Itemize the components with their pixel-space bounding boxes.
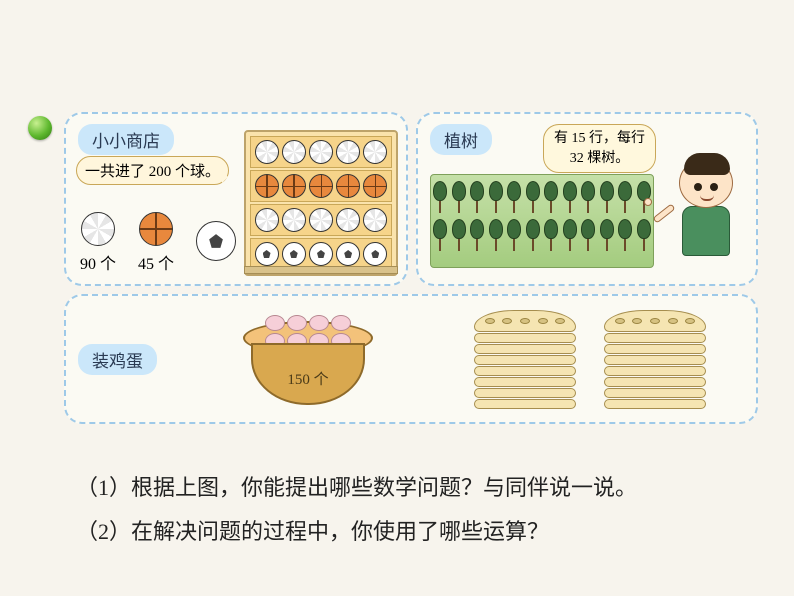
planting-speech-bubble: 有 15 行，每行 32 棵树。	[543, 124, 656, 173]
shop-panel: 小小商店 一共进了 200 个球。 90 个	[64, 112, 408, 286]
shop-counter	[244, 266, 398, 274]
planting-speech-line1: 有 15 行，每行	[554, 131, 645, 146]
volleyball-count: 90 个	[80, 212, 116, 274]
shop-speech-bubble: 一共进了 200 个球。	[76, 156, 229, 185]
bullet-marker	[28, 116, 52, 140]
forest-illustration	[430, 174, 654, 268]
basket-count-label: 150 个	[243, 368, 373, 389]
basketball-icon	[139, 212, 173, 246]
shop-title: 小小商店	[78, 124, 174, 155]
planting-speech-line2: 32 棵树。	[570, 151, 630, 166]
illustration-group: 小小商店 一共进了 200 个球。 90 个	[64, 112, 758, 432]
ball-counts-row: 90 个 45 个	[80, 212, 236, 274]
ball-shelf	[244, 130, 398, 276]
basketball-count: 45 个	[138, 212, 174, 274]
soccer-icon	[196, 221, 236, 261]
egg-basket: 150 个	[243, 313, 373, 405]
volleyball-label: 90 个	[80, 250, 116, 274]
tray-stack	[474, 310, 576, 409]
volleyball-icon	[81, 212, 115, 246]
eggs-panel: 装鸡蛋 150 个	[64, 294, 758, 424]
child-illustration	[662, 158, 750, 278]
tray-stack	[604, 310, 706, 409]
planting-title: 植树	[430, 124, 492, 155]
question-2: （2）在解决问题的过程中，你使用了哪些运算？	[76, 510, 637, 554]
question-list: （1）根据上图，你能提出哪些数学问题？与同伴说一说。 （2）在解决问题的过程中，…	[76, 466, 637, 554]
planting-panel: 植树 有 15 行，每行 32 棵树。	[416, 112, 758, 286]
egg-trays	[474, 310, 706, 409]
basketball-label: 45 个	[138, 250, 174, 274]
soccer-display	[196, 221, 236, 265]
eggs-title: 装鸡蛋	[78, 344, 157, 375]
question-1: （1）根据上图，你能提出哪些数学问题？与同伴说一说。	[76, 466, 637, 510]
